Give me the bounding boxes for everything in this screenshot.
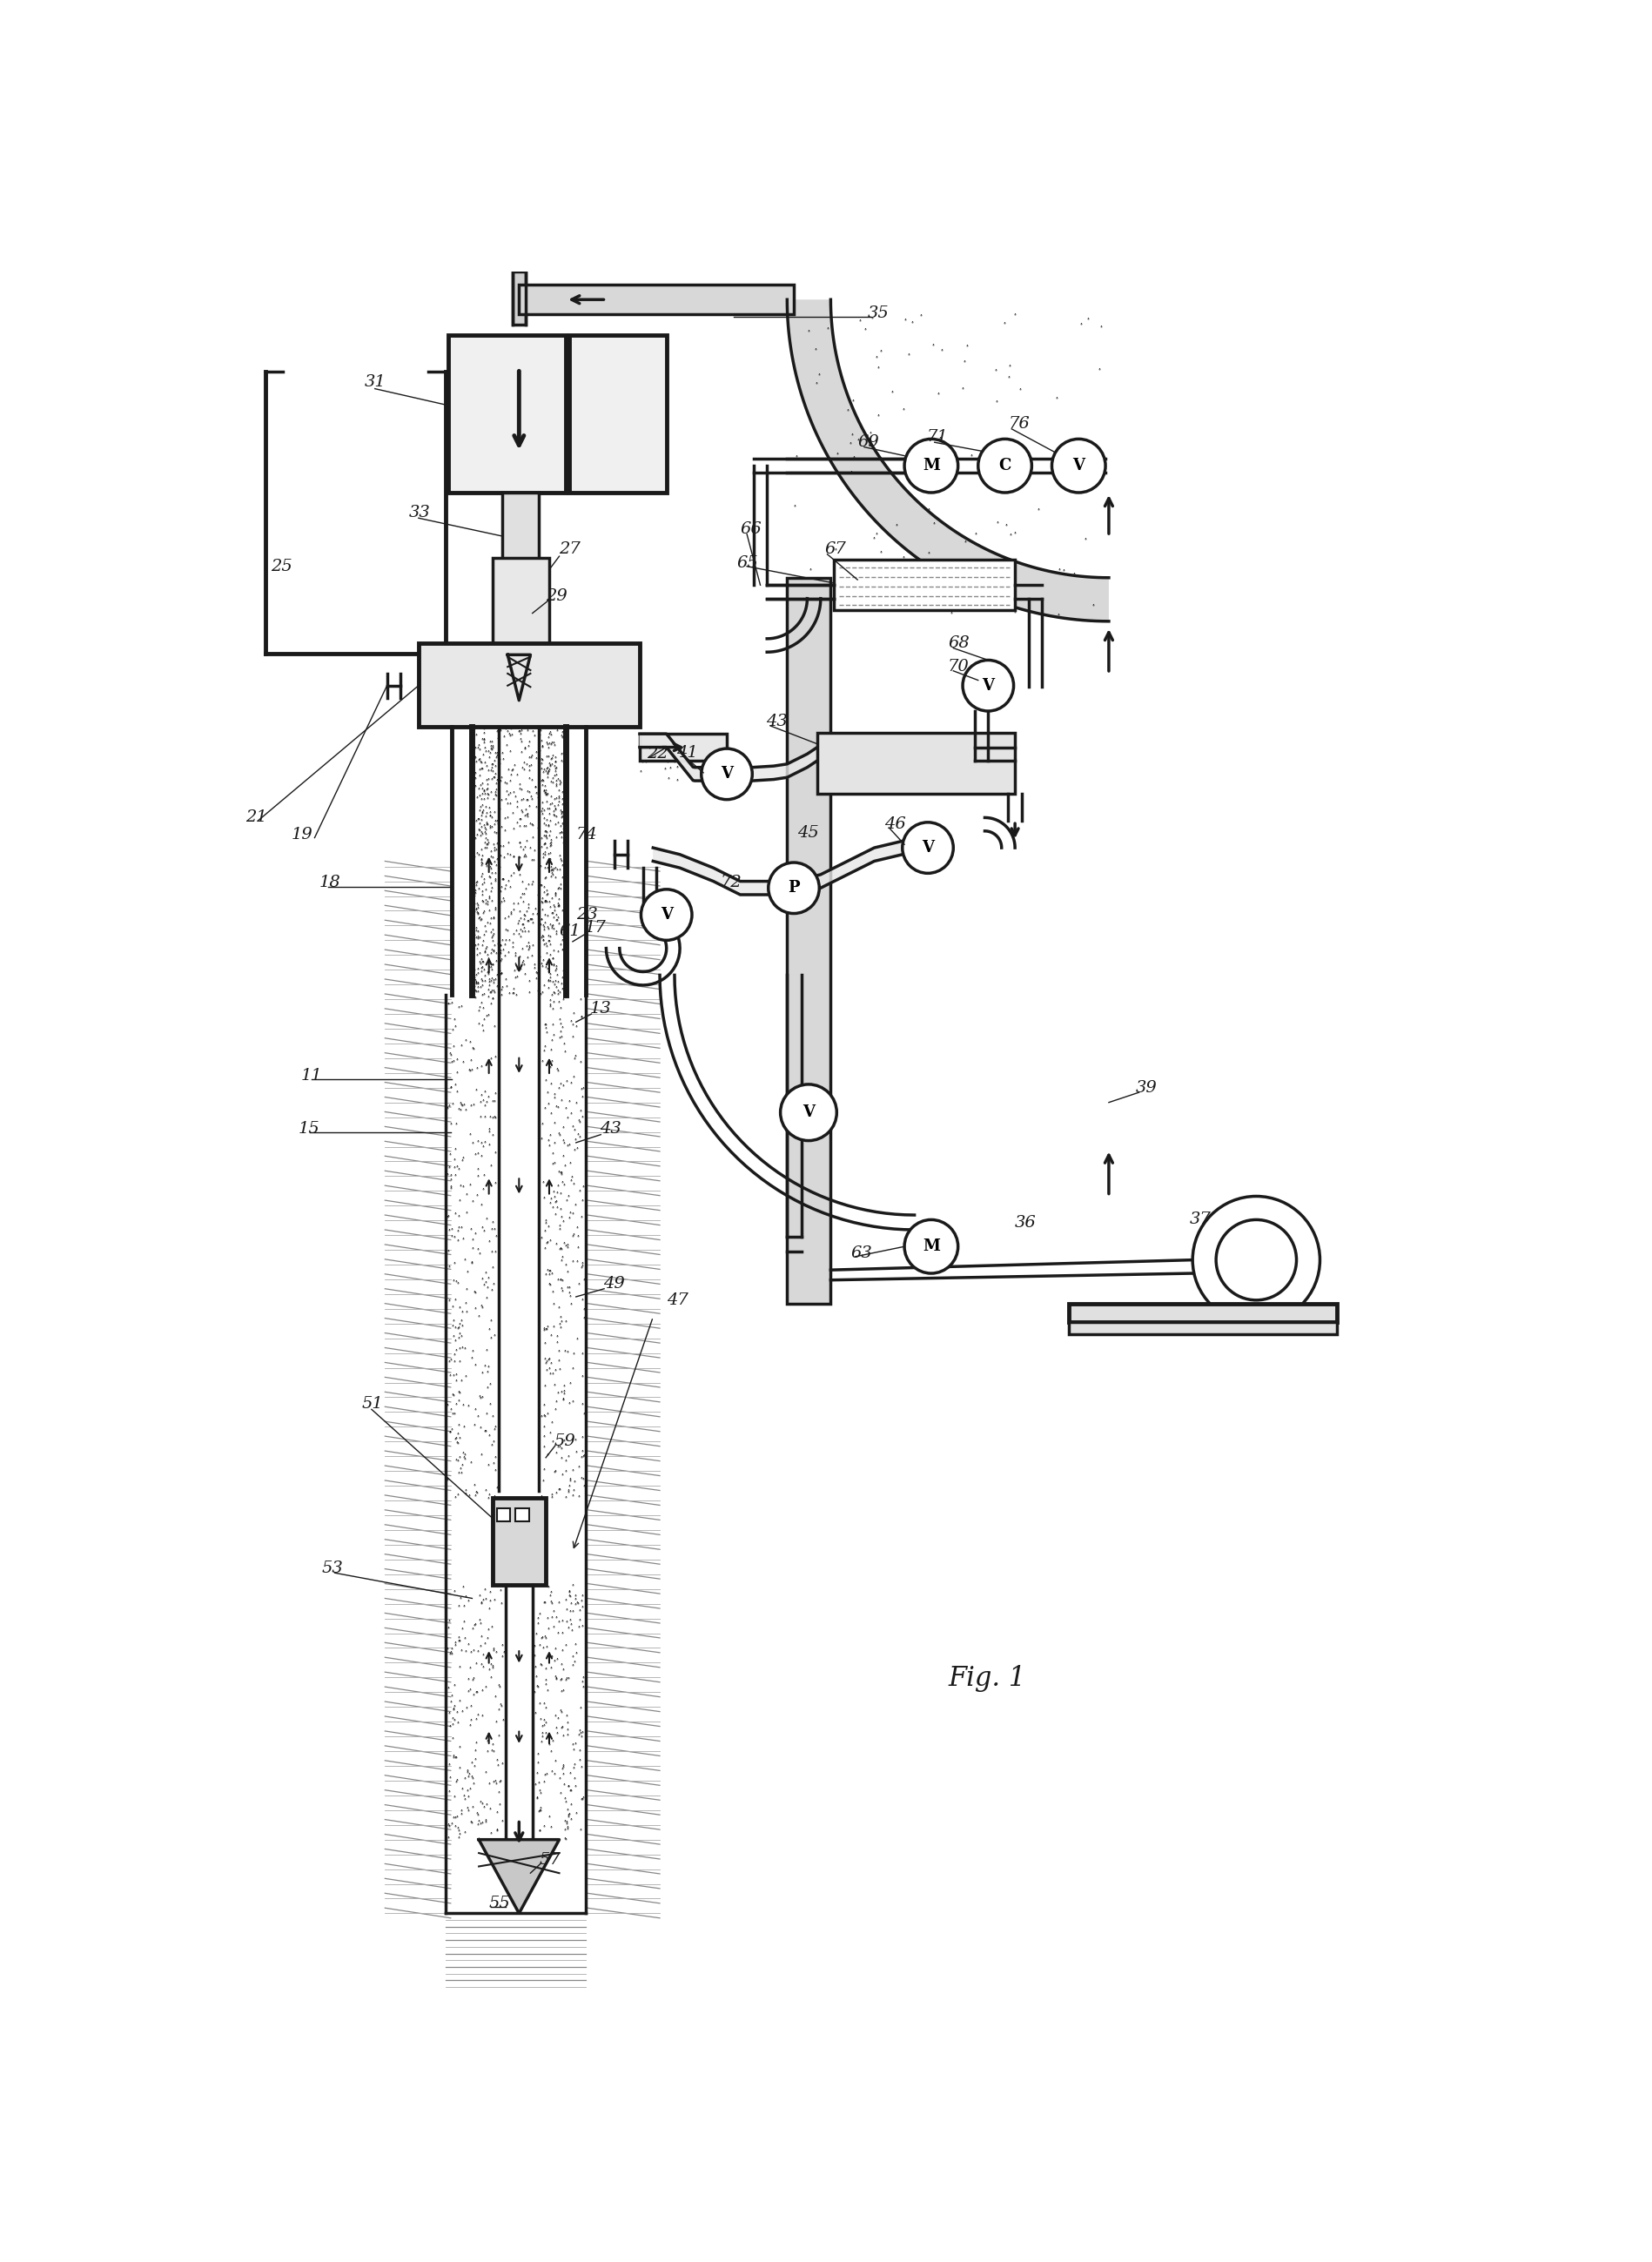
Text: 11: 11 [301,1068,322,1083]
Text: 37: 37 [1188,1212,1211,1228]
Bar [418,642,639,726]
Circle shape [978,439,1031,493]
Text: 59: 59 [553,1434,575,1448]
Text: 19: 19 [291,826,312,841]
PathPatch shape [786,299,1108,622]
Text: 49: 49 [603,1276,624,1292]
Bar [519,285,793,314]
Text: 36: 36 [1014,1215,1036,1231]
Text: 15: 15 [297,1122,319,1138]
Bar [512,271,525,326]
Text: 70: 70 [948,658,970,674]
Text: M: M [922,1240,940,1255]
Polygon shape [479,1839,558,1914]
Text: 63: 63 [851,1246,872,1260]
Text: V: V [1072,457,1084,473]
Text: 33: 33 [408,504,430,520]
Text: 13: 13 [590,1000,611,1016]
Text: C: C [998,457,1011,473]
Bar [1069,1303,1336,1323]
Text: 66: 66 [740,523,762,538]
Text: 31: 31 [365,373,387,389]
Text: 35: 35 [867,305,889,321]
Text: 61: 61 [558,923,580,939]
Text: 53: 53 [320,1561,342,1577]
Bar [1069,1323,1336,1335]
Circle shape [961,661,1013,710]
Text: 25: 25 [271,559,292,575]
Text: 65: 65 [737,554,758,570]
Bar [448,335,565,493]
Text: 43: 43 [765,715,786,731]
Bar [568,335,666,493]
Text: M: M [922,457,940,473]
Text: 74: 74 [575,826,598,841]
Text: 29: 29 [545,588,567,604]
Text: 51: 51 [362,1396,383,1411]
Bar [786,577,831,1303]
Circle shape [1216,1219,1295,1301]
Text: 57: 57 [539,1853,560,1868]
Text: V: V [922,839,933,855]
Text: 55: 55 [489,1896,510,1911]
Circle shape [904,1219,958,1274]
Polygon shape [507,654,530,701]
Text: 23: 23 [575,907,598,923]
Text: 76: 76 [1008,416,1029,432]
Text: 45: 45 [796,826,818,841]
Text: 69: 69 [857,434,879,450]
Bar [834,559,1014,611]
Text: 46: 46 [884,817,905,832]
Bar [639,733,727,760]
Text: 43: 43 [600,1122,621,1138]
Text: 39: 39 [1135,1079,1156,1095]
Text: 71: 71 [927,430,948,446]
Text: 67: 67 [824,541,846,556]
Text: 21: 21 [246,810,268,826]
Text: 27: 27 [558,541,580,556]
Text: 41: 41 [676,744,697,760]
Text: V: V [661,907,672,923]
Circle shape [700,749,752,798]
Text: P: P [788,880,800,896]
Bar [492,1497,545,1586]
Text: V: V [720,767,732,783]
Text: 18: 18 [319,875,340,891]
Text: 22: 22 [646,746,667,762]
Bar [492,559,548,654]
Text: 47: 47 [666,1292,687,1307]
Text: V: V [801,1104,814,1120]
Circle shape [904,439,958,493]
Bar [515,1509,529,1522]
Text: V: V [981,679,995,694]
Bar [497,1509,510,1522]
Text: 17: 17 [585,921,606,936]
Text: 72: 72 [720,875,742,891]
Bar [816,733,1014,794]
Circle shape [902,823,953,873]
Bar [502,493,539,559]
Circle shape [1051,439,1105,493]
Text: Fig. 1: Fig. 1 [948,1665,1026,1692]
Text: 68: 68 [948,636,970,651]
Circle shape [768,862,819,914]
Circle shape [1193,1197,1320,1323]
Circle shape [780,1083,836,1140]
Circle shape [641,889,692,941]
